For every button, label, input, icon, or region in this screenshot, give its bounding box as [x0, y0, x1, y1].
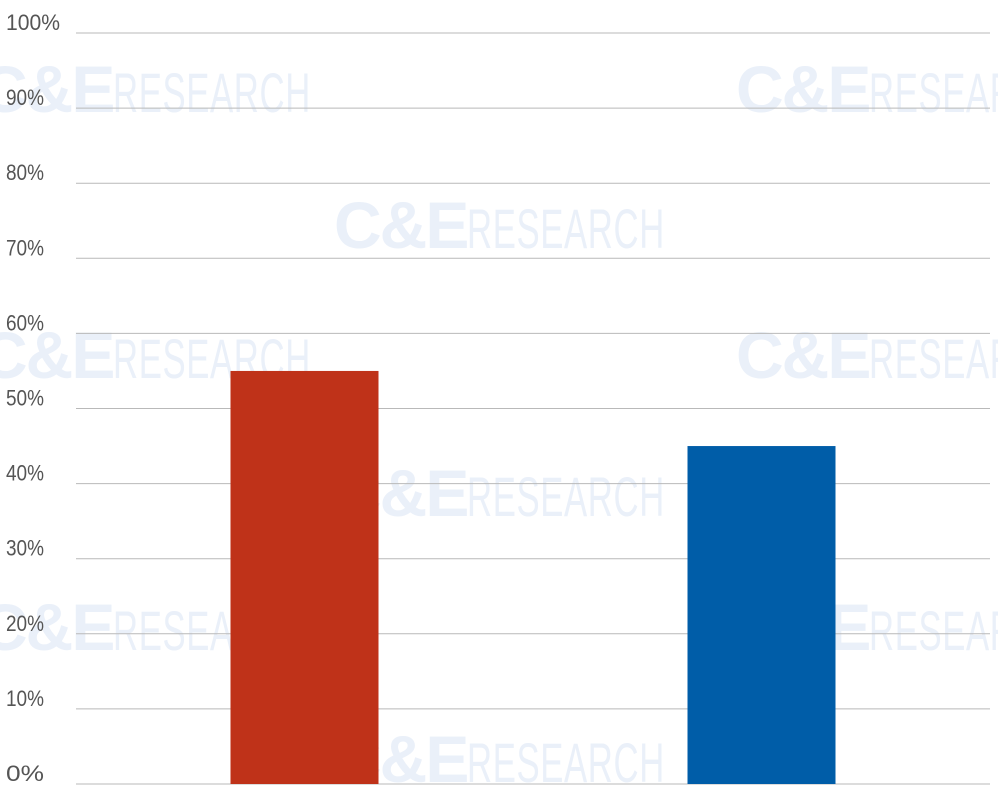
y-tick-label: 50%: [6, 386, 44, 411]
y-tick-label: 80%: [6, 160, 44, 185]
y-tick-label: 10%: [6, 686, 44, 711]
y-tick-label: 20%: [6, 611, 44, 636]
bar-1: [230, 370, 379, 784]
y-tick-label: 40%: [6, 461, 44, 486]
y-tick-label: 70%: [6, 235, 44, 260]
gridlines: [76, 32, 990, 785]
y-tick-label: 90%: [6, 85, 44, 110]
y-tick-label: 0%: [6, 761, 44, 786]
y-tick-label: 100%: [6, 10, 60, 35]
bar-2: [687, 446, 836, 784]
y-tick-label: 30%: [6, 536, 44, 561]
y-axis-ticks: 0% 10% 20% 30% 40% 50% 60% 70% 80% 90% 100%: [6, 10, 60, 786]
y-tick-label: 60%: [6, 310, 44, 335]
bars: [230, 370, 836, 784]
